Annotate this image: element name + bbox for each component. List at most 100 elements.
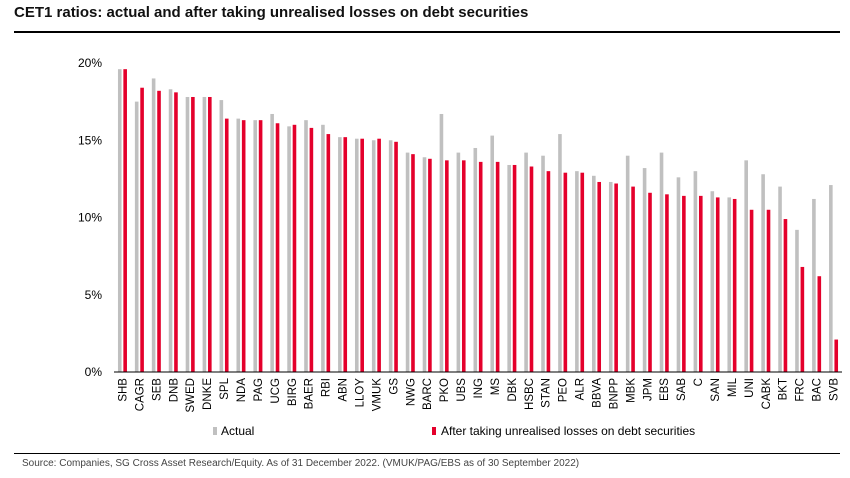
bar-after-mbk (631, 186, 635, 372)
x-tick-label-bkt: BKT (778, 378, 790, 400)
footer-rule (14, 453, 840, 454)
x-tick-label-stan: STAN (541, 378, 553, 408)
x-tick-label-dnke: DNKE (202, 378, 214, 410)
x-tick-label-barc: BARC (422, 378, 434, 410)
bar-actual-alr (575, 171, 579, 372)
bar-actual-gs (388, 140, 393, 372)
x-tick-label-bac: BAC (812, 378, 824, 402)
bar-after-alr (580, 172, 585, 372)
x-tick-label-nwg: NWG (405, 378, 417, 406)
source-note: Source: Companies, SG Cross Asset Resear… (22, 458, 580, 469)
bar-after-peo (563, 172, 568, 372)
bar-after-vmuk (377, 138, 381, 372)
bar-actual-nwg (405, 152, 410, 372)
bar-actual-c (693, 171, 698, 372)
x-tick-label-birg: BIRG (287, 378, 299, 406)
bar-after-ubs (461, 160, 466, 372)
x-tick-label-ing: ING (473, 378, 485, 399)
bar-after-dnb (174, 92, 178, 372)
bar-after-ebs (665, 194, 669, 372)
bar-after-dnke (208, 96, 212, 373)
bar-after-hsbc (529, 166, 534, 372)
bar-actual-mbk (625, 155, 630, 372)
x-tick-label-bbva: BBVA (592, 378, 604, 408)
x-tick-label-nda: NDA (236, 378, 248, 403)
bar-actual-jpm (642, 168, 647, 372)
x-tick-label-vmuk: VMUK (371, 378, 383, 412)
x-tick-label-jpm: JPM (642, 378, 654, 401)
bar-actual-peo (558, 134, 562, 372)
x-tick-label-shb: SHB (117, 378, 129, 402)
bar-actual-bnpp (608, 181, 613, 372)
x-tick-label-baer: BAER (304, 378, 316, 409)
x-tick-label-ubs: UBS (456, 378, 468, 402)
bar-actual-bkt (778, 186, 782, 372)
bar-actual-baer (304, 120, 308, 372)
legend-label-actual: Actual (221, 424, 254, 438)
bar-after-birg (292, 124, 297, 372)
x-tick-label-pko: PKO (439, 378, 451, 402)
bar-actual-dnke (202, 96, 207, 373)
bar-actual-birg (287, 126, 291, 372)
bar-after-bnpp (614, 183, 618, 372)
bar-after-uni (749, 209, 754, 372)
x-tick-label-seb: SEB (151, 378, 163, 401)
x-tick-label-uni: UNI (744, 378, 756, 398)
bar-after-mil (732, 198, 737, 372)
bar-actual-ucg (270, 113, 274, 373)
bar-actual-abn (338, 137, 342, 372)
bar-actual-ms (490, 135, 495, 372)
x-tick-label-san: SAN (710, 378, 722, 402)
bar-after-stan (546, 171, 551, 372)
bar-after-san (715, 197, 720, 372)
bar-actual-hsbc (524, 152, 528, 372)
x-tick-label-gs: GS (388, 378, 400, 395)
bar-after-nwg (411, 154, 415, 372)
y-tick-label: 20% (78, 56, 102, 70)
bar-actual-pag (253, 120, 258, 372)
bar-after-frc (800, 266, 805, 372)
bar-after-spl (224, 118, 229, 373)
bar-actual-spl (219, 100, 224, 372)
bar-after-bbva (597, 181, 602, 372)
bar-after-ms (495, 161, 500, 372)
x-tick-label-abn: ABN (338, 378, 350, 402)
x-tick-label-dnb: DNB (168, 378, 180, 403)
bar-after-abn (343, 137, 348, 372)
bar-after-pko (445, 160, 449, 372)
x-tick-label-alr: ALR (575, 378, 587, 400)
bar-actual-uni (744, 160, 748, 372)
bar-after-seb (157, 90, 161, 372)
y-tick-label: 0% (85, 365, 103, 379)
bar-actual-barc (422, 157, 427, 372)
bar-after-cabk (766, 209, 771, 372)
x-tick-label-cagr: CAGR (134, 378, 146, 411)
legend-label-after: After taking unrealised losses on debt s… (441, 424, 695, 438)
x-tick-label-mil: MIL (727, 377, 739, 397)
bar-actual-bac (812, 198, 816, 372)
bar-after-svb (834, 339, 839, 372)
bar-after-gs (394, 141, 398, 372)
x-tick-label-bnpp: BNPP (608, 378, 620, 410)
bar-after-bkt (783, 219, 788, 372)
bar-actual-mil (727, 197, 732, 372)
bar-series (117, 69, 839, 373)
x-axis: SHB CAGR SEB DNB SWED DNKE SPL NDA PAG UCG BIRG BAE… (114, 371, 842, 413)
bar-actual-cagr (134, 101, 139, 372)
bar-after-shb (123, 69, 127, 373)
bar-after-swed (191, 96, 195, 373)
bar-actual-swed (185, 96, 190, 373)
bar-actual-dnb (168, 89, 173, 372)
bar-actual-cabk (761, 174, 765, 372)
bar-actual-dbk (507, 164, 511, 372)
bar-after-cagr (140, 87, 144, 372)
bar-after-baer (309, 127, 314, 372)
bar-actual-stan (541, 155, 545, 372)
x-tick-label-sab: SAB (676, 378, 688, 401)
x-tick-label-spl: SPL (219, 377, 231, 399)
bar-after-lloy (360, 138, 364, 372)
bar-actual-vmuk (371, 140, 376, 372)
bar-actual-lloy (354, 138, 359, 372)
bar-actual-seb (151, 78, 156, 372)
x-tick-label-ucg: UCG (270, 378, 282, 404)
